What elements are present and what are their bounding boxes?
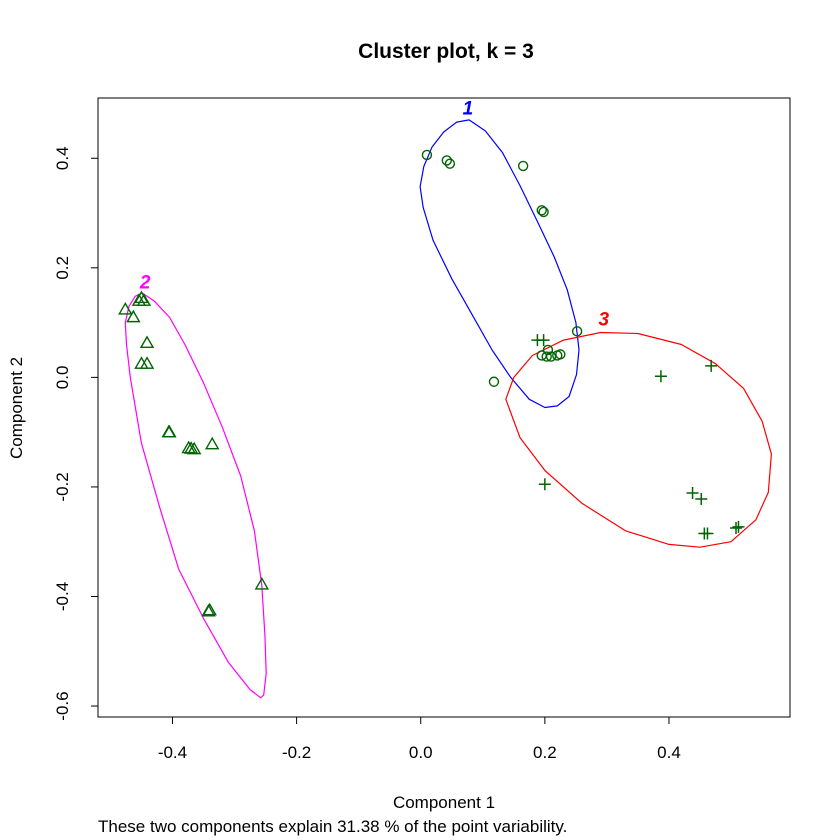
y-axis: -0.6 -0.4 -0.2 0.0 0.2 0.4	[53, 146, 99, 721]
cluster-1-point	[542, 344, 554, 356]
cluster-2-point	[139, 356, 155, 369]
cluster-ellipses	[124, 119, 772, 699]
y-tick-label: -0.2	[53, 472, 72, 501]
cluster-3-point	[730, 522, 743, 535]
cluster-3-point	[732, 520, 745, 533]
cluster-2-point	[118, 302, 133, 315]
cluster-3-point	[654, 370, 667, 383]
cluster-3-label: 3	[599, 309, 610, 330]
x-axis-label: Component 1	[393, 793, 495, 812]
y-axis-label: Component 2	[7, 357, 26, 459]
x-tick-label: 0.0	[409, 743, 433, 762]
cluster-3-point	[695, 492, 708, 505]
variability-footnote: These two components explain 31.38 % of …	[98, 817, 567, 836]
cluster-2-point	[186, 441, 202, 455]
cluster-3-point	[701, 527, 714, 540]
x-tick-label: -0.2	[282, 743, 311, 762]
data-points	[118, 149, 745, 617]
x-tick-label: 0.4	[657, 743, 681, 762]
cluster-3-ellipse	[505, 331, 772, 548]
y-tick-label: 0.0	[53, 366, 72, 390]
cluster-2-point	[134, 290, 149, 304]
cluster-1-point	[421, 149, 433, 161]
cluster-2-point	[254, 577, 270, 590]
cluster-2-label: 2	[139, 273, 151, 294]
y-tick-label: -0.6	[53, 691, 72, 720]
cluster-2-point	[126, 309, 141, 323]
cluster-1-point	[444, 158, 456, 169]
cluster-1-point	[441, 155, 452, 166]
cluster-2-point	[139, 335, 155, 349]
cluster-2-point	[136, 293, 152, 306]
cluster-1-point	[488, 376, 500, 387]
cluster-1-point	[536, 205, 547, 216]
cluster-3-point	[686, 486, 699, 499]
cluster-2-point	[202, 602, 217, 616]
cluster-1-point	[555, 349, 566, 360]
cluster-1-point	[571, 326, 583, 337]
chart-title: Cluster plot, k = 3	[358, 40, 534, 63]
cluster-3-point	[537, 334, 550, 347]
cluster-1-point	[517, 160, 529, 172]
plot-frame	[97, 97, 791, 718]
cluster-2-point	[204, 436, 220, 450]
cluster-1-point	[541, 351, 552, 362]
cluster-3-point	[538, 478, 551, 491]
x-tick-label: 0.2	[533, 743, 557, 762]
y-tick-label: 0.4	[53, 146, 72, 170]
cluster-3-point	[705, 359, 718, 372]
cluster-2-point	[162, 424, 177, 438]
y-tick-label: -0.4	[53, 582, 72, 611]
cluster-1-point	[538, 206, 549, 218]
x-tick-label: -0.4	[158, 743, 187, 762]
y-tick-label: 0.2	[53, 256, 72, 280]
x-axis: -0.4 -0.2 0.0 0.2 0.4	[158, 716, 681, 762]
cluster-1-point	[545, 351, 557, 362]
cluster-2-ellipse	[124, 292, 267, 699]
cluster-1-label: 1	[463, 98, 474, 119]
cluster-labels: 1 2 3	[139, 98, 610, 330]
